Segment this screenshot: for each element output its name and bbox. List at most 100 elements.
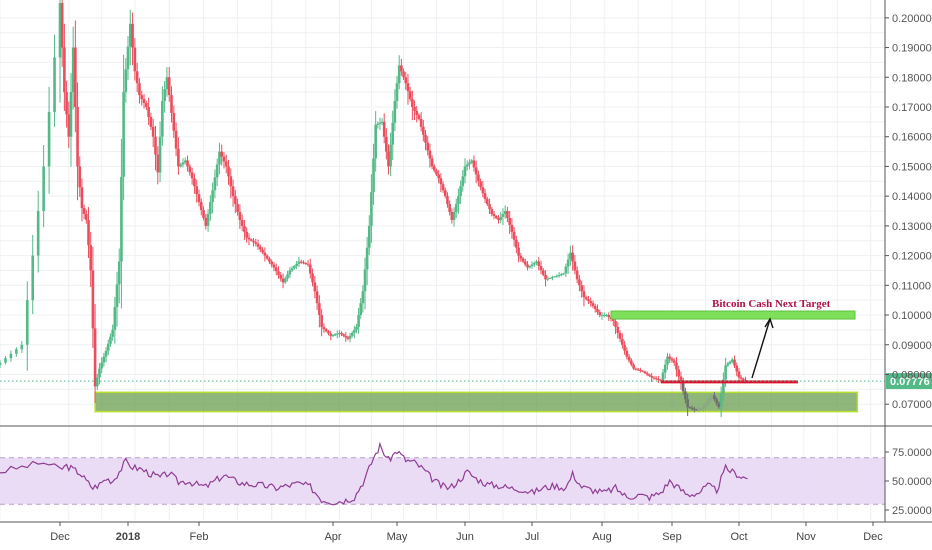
candle-body bbox=[25, 300, 29, 345]
candle-body bbox=[229, 176, 233, 187]
candle-body bbox=[506, 211, 509, 218]
candle-body bbox=[666, 356, 669, 365]
candle-body bbox=[508, 217, 511, 225]
candle-body bbox=[227, 166, 230, 177]
candle-body bbox=[286, 274, 289, 279]
candle-body bbox=[397, 65, 401, 84]
candle-body bbox=[546, 278, 550, 280]
candle-body bbox=[215, 164, 219, 178]
candle-body bbox=[308, 264, 312, 274]
price-tick-label: 0.19000 bbox=[892, 43, 932, 55]
candle-body bbox=[686, 399, 689, 408]
candle-body bbox=[417, 114, 421, 119]
candle-body bbox=[722, 379, 725, 394]
candle-body bbox=[739, 377, 743, 379]
candle-body bbox=[699, 408, 703, 410]
candle-body bbox=[218, 151, 221, 165]
candlestick-series bbox=[0, 0, 747, 418]
candle-body bbox=[537, 261, 541, 266]
candle-body bbox=[675, 362, 678, 370]
candle-body bbox=[448, 204, 451, 213]
candle-body bbox=[149, 116, 153, 127]
candle-body bbox=[557, 274, 561, 276]
candle-body bbox=[454, 204, 458, 213]
candle-body bbox=[571, 252, 574, 262]
candle-body bbox=[555, 275, 559, 277]
candle-body bbox=[281, 278, 285, 283]
candle-body bbox=[428, 150, 432, 159]
candle-body bbox=[0, 362, 2, 366]
candle-body bbox=[313, 282, 317, 292]
candle-body bbox=[186, 160, 189, 167]
candle-body bbox=[240, 219, 244, 226]
candle-body bbox=[340, 332, 343, 335]
candle-body bbox=[329, 333, 333, 336]
candle-body bbox=[481, 187, 485, 194]
candle-body bbox=[582, 291, 586, 298]
candle-body bbox=[36, 211, 40, 256]
candle-body bbox=[411, 99, 414, 107]
candle-body bbox=[422, 126, 425, 135]
candle-body bbox=[359, 303, 363, 316]
candle-body bbox=[231, 186, 235, 197]
candle-body bbox=[100, 362, 103, 369]
candle-body bbox=[632, 364, 635, 369]
candle-body bbox=[98, 368, 101, 378]
candle-body bbox=[304, 263, 308, 265]
candle-body bbox=[426, 142, 430, 151]
candle-body bbox=[650, 375, 653, 378]
candle-body bbox=[156, 154, 160, 173]
candle-body bbox=[713, 395, 716, 400]
candle-body bbox=[106, 343, 110, 351]
candle-body bbox=[249, 239, 253, 241]
candle-body bbox=[441, 184, 445, 191]
candle-body bbox=[355, 326, 358, 330]
candle-body bbox=[367, 225, 371, 248]
candle-body bbox=[193, 178, 196, 187]
candle-body bbox=[272, 264, 276, 268]
candle-body bbox=[302, 262, 305, 264]
candle-body bbox=[544, 274, 547, 280]
candle-body bbox=[284, 278, 287, 283]
candle-body bbox=[60, 2, 64, 48]
candle-body bbox=[331, 335, 335, 337]
candle-body bbox=[165, 77, 169, 90]
candle-body bbox=[465, 164, 469, 167]
price-tick-label: 0.13000 bbox=[892, 221, 932, 233]
candle-body bbox=[402, 71, 405, 78]
candle-body bbox=[726, 363, 730, 366]
candle-body bbox=[263, 252, 267, 256]
candle-body bbox=[82, 208, 86, 214]
candle-body bbox=[717, 403, 721, 408]
candle-body bbox=[179, 164, 182, 167]
candle-body bbox=[614, 320, 617, 327]
candle-body bbox=[382, 121, 386, 137]
candle-body bbox=[74, 47, 77, 107]
candle-body bbox=[591, 303, 595, 307]
candle-body bbox=[268, 258, 271, 262]
candle-body bbox=[625, 350, 629, 357]
candle-body bbox=[315, 291, 319, 304]
candle-body bbox=[512, 231, 516, 240]
candle-body bbox=[259, 246, 262, 250]
candle-body bbox=[145, 103, 148, 107]
target-label: Bitcoin Cash Next Target bbox=[712, 298, 831, 310]
candle-body bbox=[353, 329, 356, 333]
candle-body bbox=[605, 315, 608, 317]
candle-body bbox=[15, 349, 18, 354]
candle-body bbox=[474, 167, 478, 175]
candle-body bbox=[65, 92, 68, 115]
time-tick-label: Sep bbox=[662, 531, 682, 543]
candle-body bbox=[510, 224, 514, 232]
candle-body bbox=[161, 101, 164, 137]
candle-body bbox=[589, 301, 593, 304]
candle-body bbox=[261, 249, 264, 253]
candle-body bbox=[524, 261, 527, 265]
candle-body bbox=[154, 136, 157, 155]
candle-body bbox=[109, 336, 112, 344]
target-arrow-head bbox=[764, 317, 774, 329]
candle-body bbox=[634, 368, 638, 370]
candle-body bbox=[380, 121, 384, 123]
candle-body bbox=[657, 378, 660, 380]
